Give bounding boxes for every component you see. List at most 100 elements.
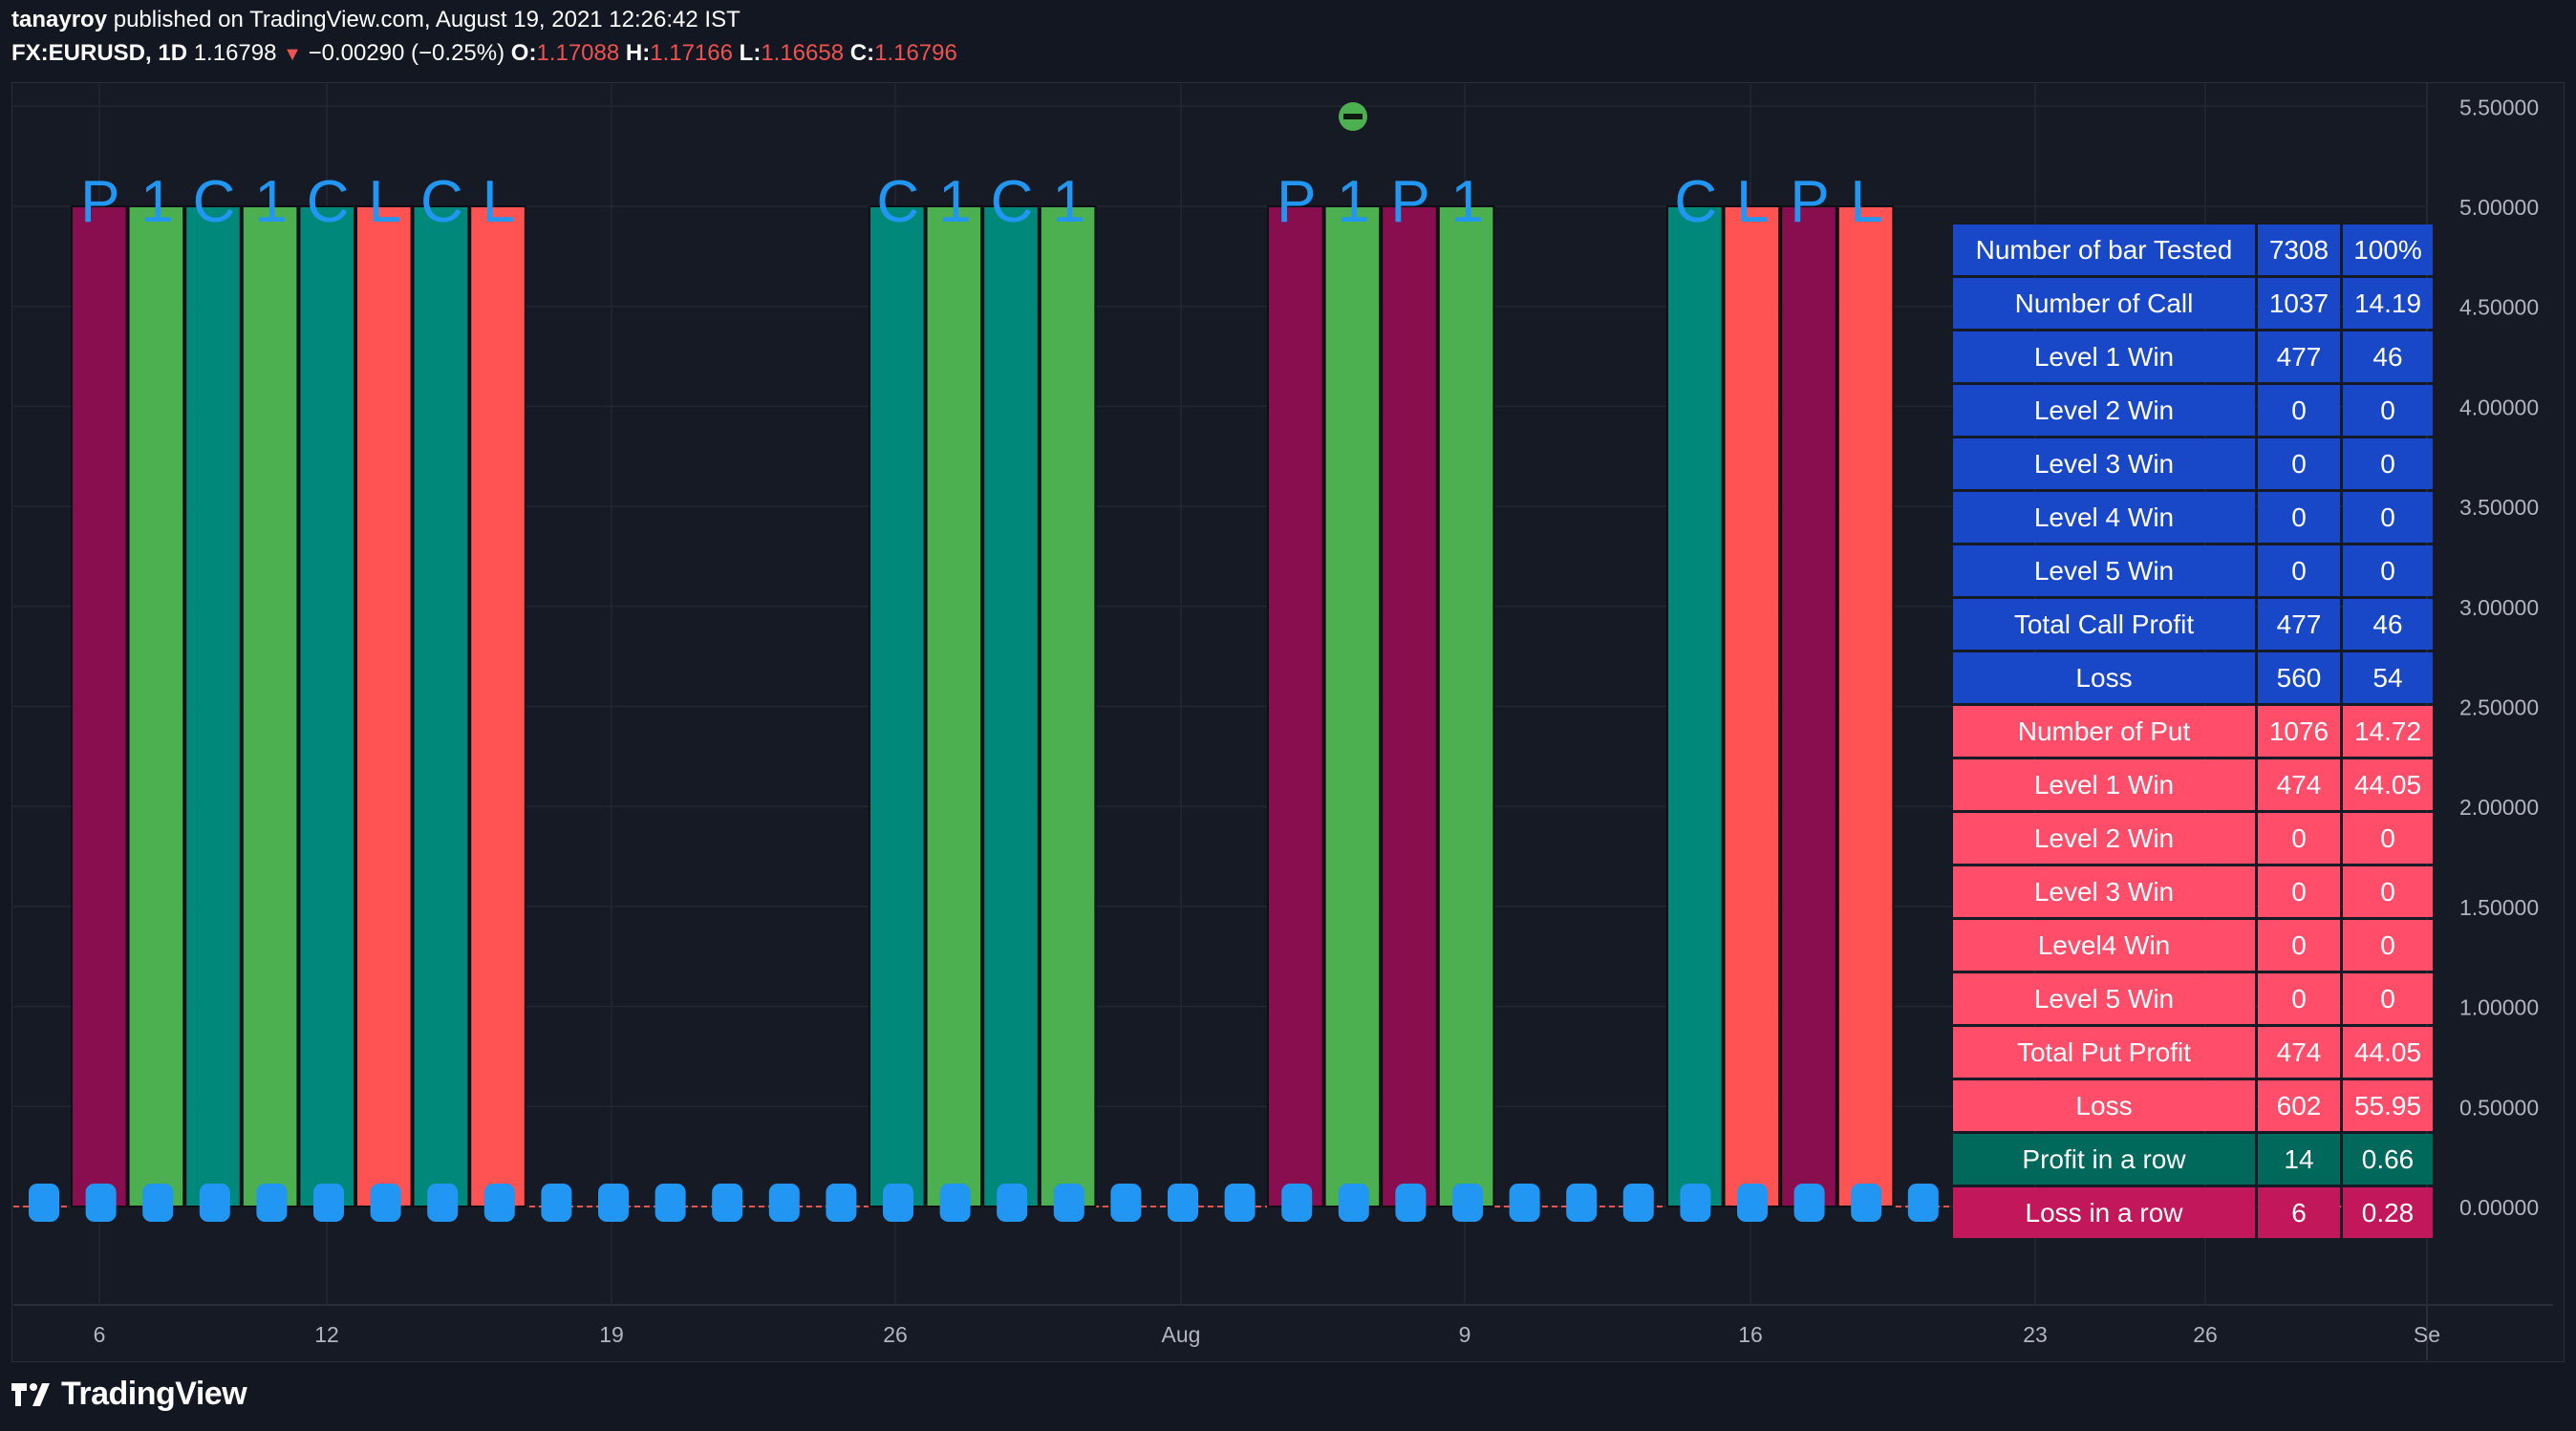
signal-bar-call[interactable] [869,205,926,1207]
stats-cell-v2: 0 [2343,492,2433,543]
marker-shape-icon [1224,1184,1256,1222]
price-axis-label: 1.50000 [2459,895,2539,920]
high-value: 1.17166 [650,40,733,66]
signal-bar-call[interactable] [412,205,470,1207]
marker-shape-icon [483,1184,515,1222]
stats-row: Level 4 Win 0 0 [1953,492,2433,543]
marker-shape-icon [1338,1184,1369,1222]
signal-bar-call[interactable] [298,205,355,1207]
signal-bar-call[interactable] [1666,205,1724,1207]
stats-cell-v2: 0 [2343,920,2433,971]
stats-row: Loss 602 55.95 [1953,1080,2433,1131]
time-axis-label: 16 [1738,1322,1763,1347]
signal-bar-win[interactable] [1323,205,1382,1207]
chart-canvas[interactable]: 5.50000 5.00000 4.50000 4.00000 3.50000 3.000… [0,0,2576,1366]
signal-bar-win[interactable] [925,205,983,1207]
signal-bar-loss[interactable] [1836,205,1895,1207]
signal-label: L [483,169,515,235]
stats-cell-v2: 0.28 [2343,1187,2433,1238]
marker-shape-icon [1281,1184,1313,1222]
signal-bar-win[interactable] [241,205,299,1207]
stats-cell-label: Level 3 Win [1953,866,2255,917]
price-axis-label: 4.50000 [2459,295,2539,320]
marker-shape-icon [1452,1184,1483,1222]
stats-cell-v1: 14 [2258,1134,2340,1185]
stats-cell-v1: 477 [2258,331,2340,382]
stats-cell-v1: 0 [2258,385,2340,436]
stats-row: Number of bar Tested 7308 100% [1953,224,2433,275]
down-arrow-icon: ▼ [283,44,302,65]
stats-cell-v2: 100% [2343,224,2433,275]
marker-shape-icon [1680,1184,1711,1222]
signal-bar-win[interactable] [1437,205,1495,1207]
stats-cell-v1: 477 [2258,599,2340,650]
tradingview-brand[interactable]: TradingView [61,1376,247,1412]
signal-bar-put[interactable] [1381,205,1438,1207]
open-label: O: [510,40,537,66]
time-axis-label: 19 [599,1322,624,1347]
signal-label: P [1790,169,1829,235]
price-axis-label: 2.50000 [2459,695,2539,720]
marker-shape-icon [1622,1184,1654,1222]
signal-label: C [307,169,350,235]
minus-icon [1343,114,1363,119]
signal-bar-loss[interactable] [355,205,413,1207]
price-axis-label: 0.00000 [2459,1195,2539,1220]
marker-shape-icon [1793,1184,1825,1222]
marker-shape-icon [1566,1184,1598,1222]
stats-cell-v1: 0 [2258,545,2340,596]
stats-cell-label: Total Put Profit [1953,1027,2255,1078]
marker-shape-icon [598,1184,629,1222]
marker-shape-icon [370,1184,401,1222]
price-axis-label: 1.00000 [2459,995,2539,1020]
last-price: 1.16798 [193,40,277,66]
signal-bar-put[interactable] [71,205,128,1207]
signal-bar-loss[interactable] [1723,205,1781,1207]
marker-shape-icon [1053,1184,1084,1222]
signal-bar-call[interactable] [184,205,242,1207]
stats-cell-v1: 0 [2258,973,2340,1024]
stats-cell-label: Level 2 Win [1953,385,2255,436]
stats-row: Loss in a row 6 0.28 [1953,1187,2433,1238]
stats-cell-v2: 46 [2343,599,2433,650]
stats-row: Level 2 Win 0 0 [1953,813,2433,864]
stats-cell-v2: 0 [2343,813,2433,864]
stats-cell-v2: 14.19 [2343,278,2433,329]
price-axis-label: 3.50000 [2459,495,2539,520]
marker-shape-icon [655,1184,686,1222]
signal-bar-call[interactable] [982,205,1040,1207]
signal-label: C [876,169,919,235]
marker-shape-icon [712,1184,743,1222]
marker-shape-icon [1737,1184,1768,1222]
signal-label: 1 [1450,169,1483,235]
marker-shape-icon [768,1184,800,1222]
stats-row: Total Put Profit 474 44.05 [1953,1027,2433,1078]
stats-row: Total Call Profit 477 46 [1953,599,2433,650]
stats-row: Level 5 Win 0 0 [1953,545,2433,596]
signal-bar-win[interactable] [1039,205,1097,1207]
signal-bar-loss[interactable] [469,205,526,1207]
stats-cell-v2: 0 [2343,438,2433,489]
signal-bar-put[interactable] [1780,205,1837,1207]
stats-cell-v2: 0.66 [2343,1134,2433,1185]
stats-row: Level 3 Win 0 0 [1953,866,2433,917]
footer: TradingView [11,1376,247,1413]
signal-label: 1 [1337,169,1369,235]
signal-bar-put[interactable] [1267,205,1324,1207]
time-axis-label: 23 [2023,1322,2048,1347]
symbol-name[interactable]: FX:EURUSD, 1D [11,40,188,66]
marker-shape-icon [427,1184,459,1222]
stats-row: Number of Call 1037 14.19 [1953,278,2433,329]
author-name[interactable]: tanayroy [11,7,108,32]
signal-label: L [1850,169,1882,235]
stats-cell-v1: 0 [2258,920,2340,971]
price-axis-label: 0.50000 [2459,1095,2539,1120]
stats-cell-v2: 14.72 [2343,706,2433,757]
stats-cell-v1: 6 [2258,1187,2340,1238]
stats-cell-v2: 46 [2343,331,2433,382]
stats-cell-v2: 0 [2343,973,2433,1024]
signal-bar-win[interactable] [127,205,185,1207]
marker-shape-icon [883,1184,913,1222]
symbol-legend: FX:EURUSD, 1D 1.16798 ▼ −0.00290 (−0.25%… [11,38,957,70]
stats-cell-label: Number of Call [1953,278,2255,329]
